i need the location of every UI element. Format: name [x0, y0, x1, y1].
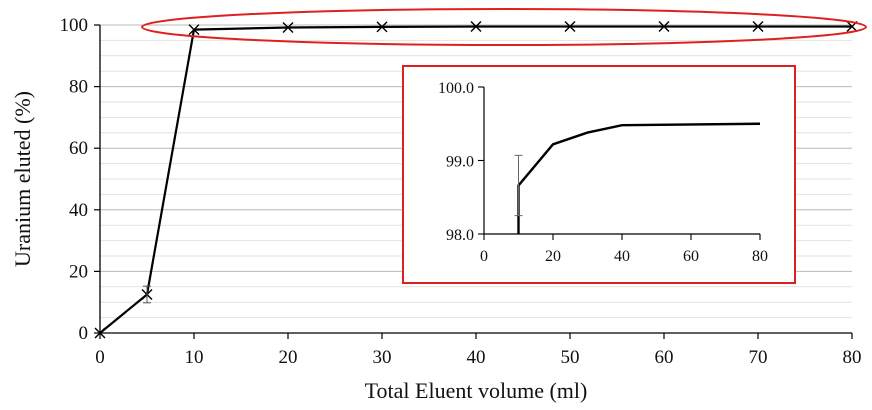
inset-axes [478, 86, 761, 240]
y-tick-label: 100 [60, 15, 89, 36]
x-tick-label: 50 [561, 347, 580, 368]
x-marker-stroke [564, 21, 576, 33]
inset-y-tick-label: 98.0 [446, 227, 474, 244]
x-marker-stroke [376, 21, 388, 33]
y-axis-title: Uranium eluted (%) [10, 91, 35, 267]
inset-y-tick-label: 99.0 [446, 154, 474, 171]
main-series [94, 21, 858, 339]
y-tick-label: 60 [69, 138, 88, 159]
main-data-point [470, 21, 482, 33]
x-tick-label: 10 [185, 347, 204, 368]
y-tick-label: 80 [69, 77, 88, 98]
main-data-point [564, 21, 576, 33]
main-series-line [99, 25, 852, 334]
main-axes [94, 24, 853, 339]
x-tick-label: 30 [373, 347, 392, 368]
main-data-point [94, 327, 106, 339]
plateau-highlight-ellipse [141, 8, 867, 46]
inset-frame [402, 65, 796, 284]
main-data-point [658, 21, 670, 33]
main-data-point [282, 21, 294, 33]
x-tick-label: 40 [467, 347, 486, 368]
x-tick-label: 0 [95, 347, 105, 368]
inset-tick-labels: 98.0 99.0 100.0 0 20 40 60 80 [438, 80, 768, 265]
main-data-point [376, 21, 388, 33]
main-data-point [752, 21, 764, 33]
inset-x-tick-label: 20 [545, 248, 561, 265]
x-tick-label: 80 [843, 347, 862, 368]
x-tick-label: 20 [279, 347, 298, 368]
x-marker-stroke [470, 21, 482, 33]
x-axis-title: Total Eluent volume (ml) [365, 378, 588, 403]
inset-x-tick-label: 60 [683, 248, 699, 265]
y-tick-label: 40 [69, 200, 88, 221]
inset-series [514, 122, 761, 234]
y-tick-label: 0 [79, 323, 89, 344]
inset-x-tick-label: 80 [752, 248, 768, 265]
x-tick-label: 60 [655, 347, 674, 368]
y-tick-label: 20 [69, 261, 88, 282]
x-marker-stroke [752, 21, 764, 33]
main-tick-labels: 0 20 40 60 80 100 0 10 20 30 40 50 60 70 80 [60, 15, 862, 368]
x-marker-stroke [282, 21, 294, 33]
x-marker-stroke [188, 24, 200, 36]
x-marker-stroke [94, 327, 106, 339]
inset-y-tick-label: 100.0 [438, 80, 474, 97]
main-data-point [188, 24, 200, 36]
x-tick-label: 70 [749, 347, 768, 368]
inset-x-tick-label: 0 [480, 248, 488, 265]
x-marker-stroke [658, 21, 670, 33]
inset-x-tick-label: 40 [614, 248, 630, 265]
